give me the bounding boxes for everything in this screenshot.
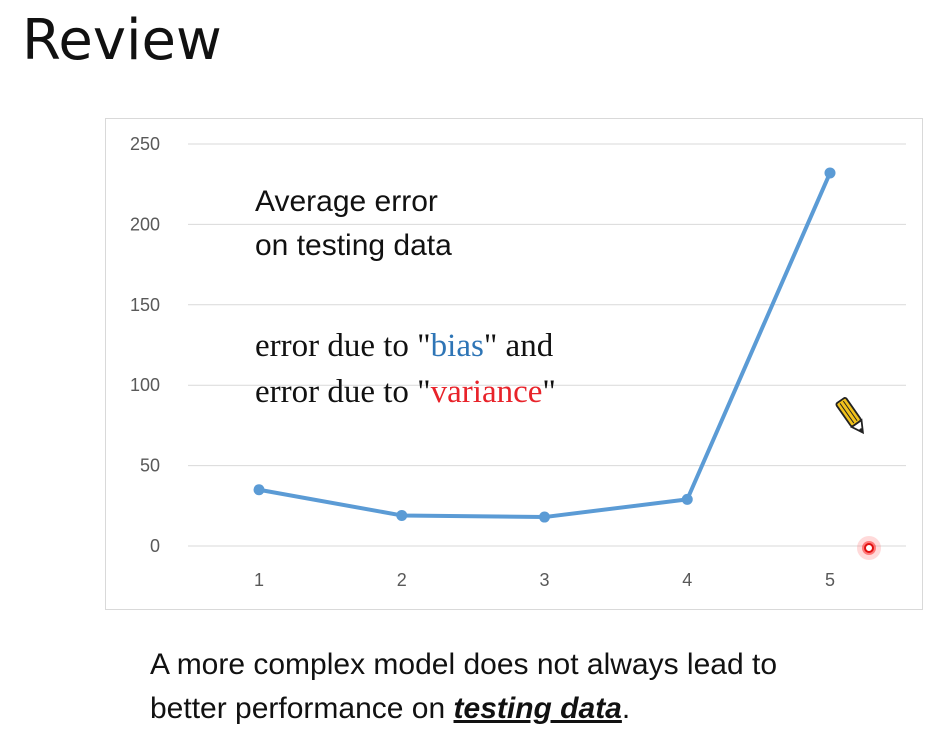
- data-point: [824, 167, 836, 179]
- variance-word: variance: [430, 374, 543, 410]
- x-tick-label: 4: [682, 570, 692, 590]
- y-tick-label: 150: [130, 295, 160, 315]
- caption-line-2: better performance on testing data.: [150, 687, 777, 731]
- data-point: [681, 493, 693, 505]
- caption-emphasis: testing data: [453, 692, 622, 725]
- y-tick-label: 0: [150, 536, 160, 556]
- data-point: [396, 509, 408, 521]
- x-tick-label: 1: [254, 570, 264, 590]
- gridlines: [188, 143, 906, 547]
- data-points: [253, 167, 836, 523]
- y-tick-label: 200: [130, 214, 160, 234]
- caption-part-2: better performance on: [150, 692, 454, 725]
- x-axis-ticks: 1 2 3 4 5: [254, 570, 835, 590]
- bias-suffix: " and: [483, 328, 554, 364]
- annotation-line-2: on testing data: [255, 229, 452, 262]
- caption-end: .: [621, 692, 631, 725]
- slide-caption: A more complex model does not always lea…: [150, 643, 777, 731]
- x-tick-label: 5: [825, 570, 835, 590]
- y-axis-ticks: 0 50 100 150 200 250: [130, 134, 160, 556]
- x-tick-label: 2: [397, 570, 407, 590]
- annotation-line-4: error due to "variance": [255, 369, 556, 415]
- y-tick-label: 100: [130, 375, 160, 395]
- chart-area: 0 50 100 150 200 250 1 2 3 4 5: [105, 118, 923, 610]
- annotation-line-3: error due to "bias" and: [255, 323, 556, 369]
- data-point: [539, 511, 550, 523]
- variance-suffix: ": [542, 374, 556, 410]
- chart-annotation-average-error: Average error on testing data: [255, 180, 452, 268]
- bias-prefix: error due to ": [255, 328, 431, 364]
- variance-prefix: error due to ": [255, 374, 431, 410]
- caption-line-1: A more complex model does not always lea…: [150, 648, 777, 681]
- data-point: [253, 484, 265, 496]
- bias-word: bias: [430, 328, 484, 364]
- chart-annotation-bias-variance: error due to "bias" and error due to "va…: [255, 323, 556, 415]
- pencil-cursor-icon: [835, 397, 864, 435]
- y-tick-label: 250: [130, 134, 160, 154]
- laser-pointer-icon: [857, 536, 881, 560]
- line-chart: 0 50 100 150 200 250 1 2 3 4 5: [130, 134, 906, 590]
- y-tick-label: 50: [140, 456, 160, 476]
- slide-title: Review: [22, 8, 222, 73]
- x-tick-label: 3: [539, 570, 549, 590]
- annotation-line-1: Average error: [255, 185, 438, 218]
